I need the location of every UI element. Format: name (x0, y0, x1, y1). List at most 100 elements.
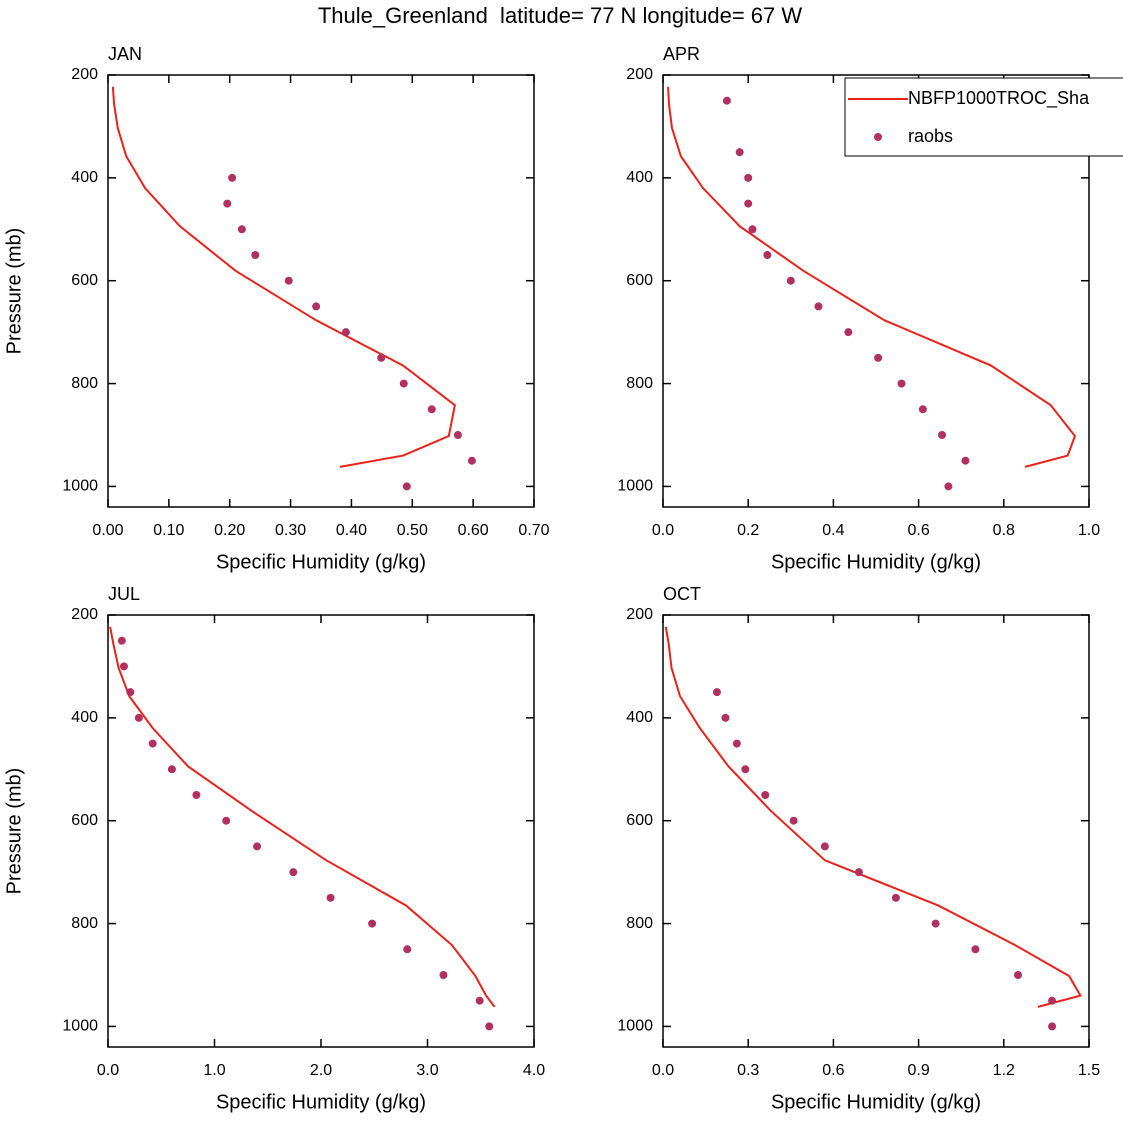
x-tick-label: 0.6 (822, 1062, 844, 1079)
y-tick-label: 600 (626, 272, 653, 289)
profile-line (111, 86, 456, 468)
x-tick-label: 0.3 (737, 1062, 759, 1079)
obs-marker (237, 225, 246, 234)
y-tick-label: 200 (626, 66, 653, 83)
x-tick-label: 0.50 (397, 522, 428, 539)
obs-marker (427, 405, 436, 414)
panel-title: APR (663, 44, 700, 64)
x-tick-label: 0.2 (737, 522, 759, 539)
obs-marker (284, 276, 293, 285)
y-tick-label: 200 (71, 606, 98, 623)
obs-marker (402, 482, 411, 491)
obs-marker (253, 842, 262, 851)
x-tick-label: 0.00 (92, 522, 123, 539)
y-tick-label: 1000 (62, 1018, 98, 1035)
obs-marker (126, 688, 135, 697)
y-tick-label: 400 (71, 709, 98, 726)
obs-marker (117, 636, 126, 645)
x-tick-label: 2.0 (310, 1062, 332, 1079)
obs-marker (289, 868, 298, 877)
y-tick-label: 800 (626, 915, 653, 932)
x-axis-label: Specific Humidity (g/kg) (771, 551, 981, 573)
page-title: Thule_Greenland latitude= 77 N longitude… (318, 3, 803, 28)
y-tick-label: 800 (71, 375, 98, 392)
x-tick-label: 0.30 (275, 522, 306, 539)
x-axis-label: Specific Humidity (g/kg) (771, 1091, 981, 1113)
panel-title: JUL (108, 584, 140, 604)
obs-marker (874, 353, 883, 362)
legend-marker (874, 133, 882, 141)
y-tick-label: 200 (71, 66, 98, 83)
y-tick-label: 1000 (617, 478, 653, 495)
obs-marker (1048, 1022, 1057, 1031)
obs-marker (931, 919, 940, 928)
obs-marker (854, 868, 863, 877)
obs-marker (891, 893, 900, 902)
y-tick-label: 400 (626, 169, 653, 186)
obs-marker (712, 688, 721, 697)
obs-marker (744, 199, 753, 208)
obs-marker (467, 456, 476, 465)
obs-marker (222, 816, 231, 825)
obs-marker (312, 302, 321, 311)
x-tick-label: 0.60 (458, 522, 489, 539)
x-tick-label: 0.0 (652, 522, 674, 539)
obs-marker (368, 919, 377, 928)
y-tick-label: 600 (71, 812, 98, 829)
obs-marker (789, 816, 798, 825)
obs-marker (453, 431, 462, 439)
x-tick-label: 1.5 (1078, 1062, 1100, 1079)
y-tick-label: 600 (71, 272, 98, 289)
y-axis-label: Pressure (mb) (3, 228, 25, 355)
x-tick-label: 0.0 (97, 1062, 119, 1079)
obs-marker (897, 379, 906, 388)
obs-marker (938, 431, 947, 439)
obs-marker (744, 173, 753, 182)
y-tick-label: 1000 (617, 1018, 653, 1035)
x-axis-label: Specific Humidity (g/kg) (216, 1091, 426, 1113)
obs-marker (722, 96, 731, 105)
obs-marker (167, 765, 176, 774)
plot-frame (107, 74, 535, 508)
obs-marker (820, 842, 829, 851)
x-axis-label: Specific Humidity (g/kg) (216, 551, 426, 573)
x-tick-label: 0.40 (336, 522, 367, 539)
obs-marker (192, 791, 201, 799)
profile-line (667, 86, 1077, 468)
x-tick-label: 0.6 (907, 522, 929, 539)
y-tick-label: 800 (626, 375, 653, 392)
x-tick-label: 0.4 (822, 522, 844, 539)
obs-marker (475, 996, 484, 1005)
obs-marker (377, 353, 386, 362)
legend-label: raobs (908, 126, 953, 146)
obs-marker (971, 945, 980, 954)
profile-line (109, 626, 496, 1008)
x-tick-label: 1.0 (1078, 522, 1100, 539)
obs-marker (1014, 971, 1022, 979)
panel-title: JAN (108, 44, 142, 64)
profile-line (664, 626, 1083, 1008)
x-tick-label: 3.0 (416, 1062, 438, 1079)
x-tick-label: 0.70 (518, 522, 549, 539)
obs-marker (119, 662, 128, 671)
x-tick-label: 0.0 (652, 1062, 674, 1079)
obs-marker (326, 893, 335, 902)
obs-marker (439, 971, 448, 979)
x-tick-label: 0.10 (153, 522, 184, 539)
obs-marker (485, 1022, 494, 1031)
obs-marker (399, 379, 408, 388)
obs-marker (961, 456, 970, 465)
legend-box (844, 77, 1123, 157)
obs-marker (251, 251, 260, 259)
obs-marker (763, 251, 772, 259)
y-axis-label: Pressure (mb) (3, 768, 25, 895)
y-tick-label: 600 (626, 812, 653, 829)
obs-marker (732, 739, 741, 748)
obs-marker (814, 302, 823, 311)
y-tick-label: 1000 (62, 478, 98, 495)
obs-marker (944, 482, 953, 491)
obs-marker (228, 173, 237, 182)
obs-marker (134, 713, 143, 722)
plot-frame (662, 614, 1090, 1048)
